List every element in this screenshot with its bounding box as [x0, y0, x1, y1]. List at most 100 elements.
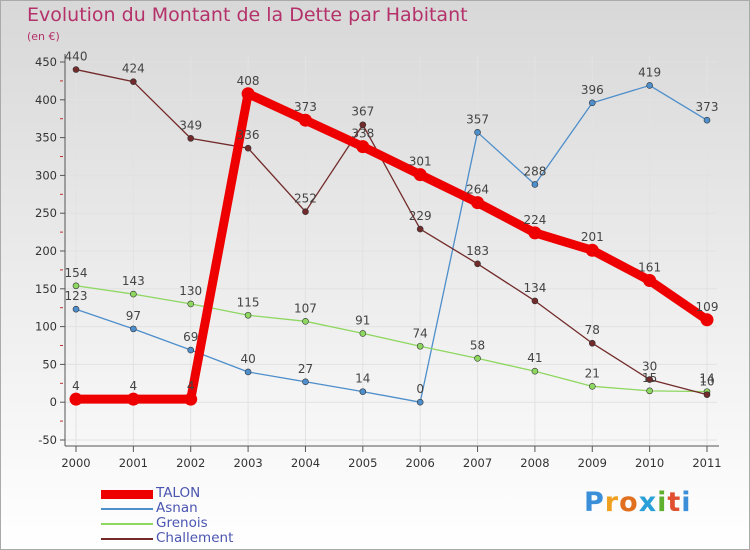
- x-tick-label: 2011: [692, 456, 721, 470]
- data-label-challement: 30: [642, 360, 657, 374]
- data-label-challement: 10: [699, 375, 714, 389]
- data-point-asnan: [588, 99, 596, 107]
- data-label-talon: 201: [581, 230, 604, 244]
- x-tick-label: 2008: [520, 456, 549, 470]
- data-point-challement: [187, 135, 195, 142]
- y-tick-label: 300: [35, 168, 57, 182]
- data-label-challement: 424: [122, 62, 145, 76]
- data-point-challement: [646, 376, 653, 383]
- data-point-asnan: [244, 368, 252, 376]
- y-tick-label: 150: [35, 282, 57, 296]
- data-point-talon: [356, 140, 370, 154]
- data-point-challement: [531, 297, 539, 305]
- x-tick-label: 2006: [406, 456, 435, 470]
- data-label-asnan: 0: [416, 382, 424, 396]
- y-tick-label: 350: [35, 131, 57, 145]
- chart-unit-label: (en €): [27, 30, 60, 43]
- data-label-grenois: 91: [355, 313, 370, 327]
- y-tick-label: -50: [38, 433, 57, 447]
- chart-title: Evolution du Montant de la Dette par Hab…: [27, 4, 468, 26]
- legend-swatch: [101, 523, 153, 525]
- data-label-asnan: 69: [183, 330, 198, 344]
- data-point-asnan: [359, 388, 367, 395]
- data-point-challement: [416, 225, 424, 233]
- data-label-asnan: 27: [298, 362, 313, 376]
- data-label-grenois: 115: [237, 295, 260, 309]
- data-label-grenois: 58: [470, 338, 485, 352]
- data-label-asnan: 14: [355, 372, 370, 386]
- data-point-talon: [241, 87, 255, 101]
- data-point-asnan: [72, 305, 80, 313]
- data-point-talon: [298, 113, 312, 127]
- data-point-challement: [302, 208, 309, 215]
- logo-letter: x: [638, 487, 658, 518]
- data-point-grenois: [130, 290, 137, 298]
- data-point-asnan: [302, 378, 309, 386]
- data-label-grenois: 21: [585, 366, 600, 380]
- data-label-talon: 161: [638, 260, 661, 274]
- data-label-asnan: 97: [126, 309, 141, 323]
- data-point-talon: [585, 243, 599, 257]
- data-point-asnan: [416, 398, 424, 406]
- y-tick-label: 400: [35, 93, 57, 107]
- legend-swatch: [101, 538, 153, 540]
- data-label-challement: 367: [351, 105, 374, 119]
- legend-label: Challement: [156, 530, 234, 546]
- series-line-challement: [75, 68, 708, 396]
- data-label-grenois: 130: [179, 284, 202, 298]
- x-tick-label: 2001: [119, 456, 148, 470]
- data-point-grenois: [359, 330, 367, 337]
- data-label-talon: 301: [409, 155, 432, 169]
- data-point-talon: [184, 392, 198, 406]
- data-point-talon: [643, 273, 657, 287]
- data-label-asnan: 40: [240, 352, 255, 366]
- x-tick-label: 2005: [348, 456, 377, 470]
- logo-letter: P: [584, 487, 605, 518]
- data-point-grenois: [416, 342, 424, 350]
- legend-item-challement: Challement: [101, 530, 321, 546]
- legend-item-grenois: Grenois: [101, 515, 321, 531]
- data-label-challement: 78: [585, 323, 600, 337]
- data-point-challement: [588, 339, 596, 347]
- data-label-asnan: 419: [638, 65, 661, 79]
- x-tick-label: 2003: [233, 456, 262, 470]
- x-tick-label: 2002: [176, 456, 205, 470]
- data-label-asnan: 123: [65, 289, 88, 303]
- data-label-asnan: 288: [523, 164, 546, 178]
- data-point-challement: [474, 260, 481, 268]
- data-point-challement: [130, 78, 137, 85]
- data-label-grenois: 41: [527, 351, 542, 365]
- data-label-talon: 373: [294, 100, 317, 114]
- data-label-challement: 252: [294, 192, 317, 206]
- data-point-challement: [703, 391, 711, 398]
- series-line-grenois: [75, 285, 708, 393]
- data-point-asnan: [474, 129, 481, 136]
- x-tick-label: 2007: [463, 456, 492, 470]
- data-label-challement: 336: [237, 128, 260, 142]
- logo-letter: r: [604, 487, 620, 518]
- data-label-grenois: 143: [122, 274, 145, 288]
- logo-letter: o: [619, 487, 639, 518]
- data-point-grenois: [72, 282, 80, 290]
- legend-swatch: [101, 508, 153, 510]
- data-label-grenois: 154: [65, 266, 88, 280]
- data-label-grenois: 107: [294, 301, 317, 315]
- x-tick-label: 2000: [61, 456, 90, 470]
- legend-item-talon: TALON: [101, 485, 321, 501]
- legend-item-asnan: Asnan: [101, 500, 321, 516]
- data-point-asnan: [646, 82, 653, 89]
- y-tick-label: 100: [35, 320, 57, 334]
- legend-label: Asnan: [156, 500, 198, 516]
- y-tick-label: 50: [42, 357, 57, 371]
- legend-swatch: [101, 489, 153, 499]
- series-line-talon: [71, 89, 712, 404]
- y-tick-label: 200: [35, 244, 57, 258]
- legend: TALON Asnan Grenois Challement: [101, 485, 321, 546]
- data-point-grenois: [531, 367, 539, 375]
- x-tick-label: 2009: [578, 456, 607, 470]
- data-label-talon: 4: [187, 379, 195, 393]
- data-point-challement: [244, 144, 252, 152]
